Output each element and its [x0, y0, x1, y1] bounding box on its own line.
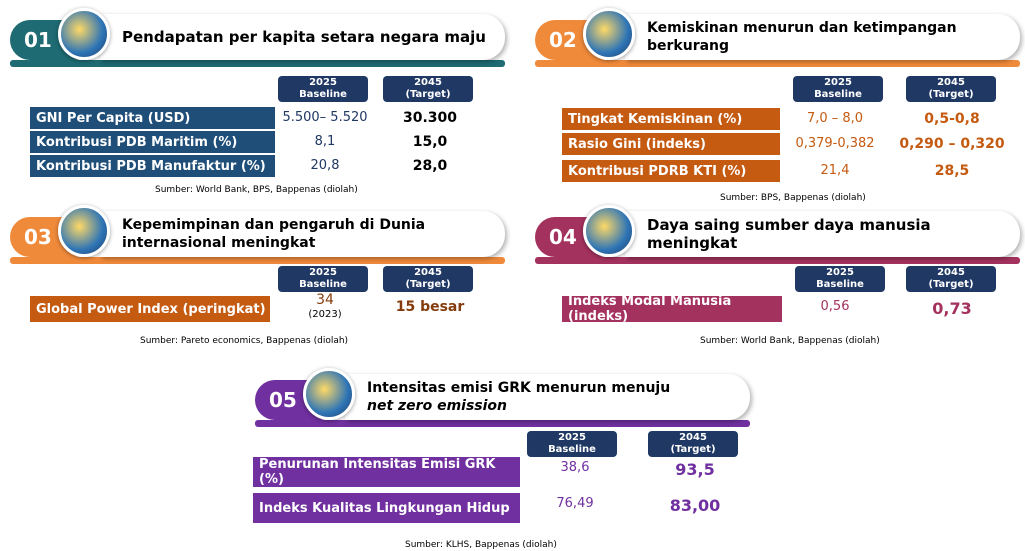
title-stripe	[10, 257, 505, 264]
source-note: Sumber: KLHS, Bappenas (diolah)	[405, 540, 557, 550]
panel-title: Intensitas emisi GRK menurun menuju net z…	[345, 374, 750, 420]
header-year: 2045	[937, 77, 965, 88]
baseline-value: 21,4	[820, 163, 850, 178]
row-label: Rasio Gini (indeks)	[562, 133, 780, 155]
row-label: Penurunan Intensitas Emisi GRK (%)	[253, 457, 520, 487]
title-line: Intensitas emisi GRK menurun menuju	[367, 380, 671, 396]
row-label: Indeks Modal Manusia (indeks)	[562, 294, 782, 324]
header-year: 2025	[558, 432, 586, 443]
source-note: Sumber: World Bank, BPS, Bappenas (diola…	[155, 185, 358, 195]
column-header: 2025 Baseline	[795, 266, 885, 292]
panel-title: Kepemimpinan dan pengaruh di Dunia intern…	[100, 211, 505, 257]
source-note: Sumber: World Bank, Bappenas (diolah)	[700, 336, 880, 346]
header-sub: (Target)	[928, 89, 974, 100]
header-sub: Baseline	[299, 89, 347, 100]
title-line: Pendapatan per kapita setara negara maju	[122, 28, 486, 46]
baseline-value: 7,0 – 8,0	[806, 111, 864, 126]
target-value: 15,0	[412, 134, 448, 150]
title-stripe	[535, 60, 1020, 67]
baseline-value: 34	[316, 292, 334, 308]
column-header: 2025 Baseline	[278, 76, 368, 102]
title-line: berkurang	[647, 38, 730, 54]
column-header: 2045 (Target)	[383, 76, 473, 102]
header-year: 2045	[414, 267, 442, 278]
target-value: 30.300	[402, 110, 458, 126]
column-header: 2045 (Target)	[383, 266, 473, 292]
header-sub: Baseline	[814, 89, 862, 100]
baseline-value: 8,1	[314, 134, 336, 149]
column-header: 2045 (Target)	[648, 431, 738, 457]
baseline-value: 0,379-0,382	[795, 136, 875, 151]
header-sub: (Target)	[405, 89, 451, 100]
baseline-value: 0,56	[820, 299, 850, 314]
header-year: 2045	[679, 432, 707, 443]
baseline-value: 38,6	[560, 460, 590, 475]
column-header: 2025 Baseline	[793, 76, 883, 102]
source-note: Sumber: BPS, Bappenas (diolah)	[720, 193, 866, 203]
header-year: 2025	[309, 77, 337, 88]
target-value: 83,00	[669, 496, 721, 515]
baseline-value: 20,8	[310, 158, 340, 173]
panel-icon	[583, 205, 635, 257]
title-line: Kepemimpinan dan pengaruh di Dunia	[122, 217, 426, 233]
baseline-value: 76,49	[556, 496, 594, 511]
panel-title: Daya saing sumber daya manusia meningkat	[625, 211, 1020, 257]
row-label: Kontribusi PDB Maritim (%)	[30, 131, 275, 153]
header-year: 2025	[824, 77, 852, 88]
target-value: 0,5-0,8	[924, 111, 980, 127]
title-line: Kemiskinan menurun dan ketimpangan	[647, 20, 957, 36]
row-label: Global Power Index (peringkat)	[30, 296, 270, 322]
header-year: 2045	[414, 77, 442, 88]
title-line: Daya saing sumber daya manusia meningkat	[647, 216, 931, 252]
row-label: GNI Per Capita (USD)	[30, 107, 275, 129]
header-sub: Baseline	[299, 279, 347, 290]
panel-icon	[58, 205, 110, 257]
panel-icon	[583, 8, 635, 60]
baseline-value: 5.500– 5.520	[282, 110, 368, 125]
header-year: 2025	[826, 267, 854, 278]
panel-title: Pendapatan per kapita setara negara maju	[100, 14, 505, 60]
title-stripe	[255, 420, 750, 427]
column-header: 2045 (Target)	[906, 76, 996, 102]
target-value: 0,73	[932, 299, 972, 318]
header-sub: (Target)	[928, 279, 974, 290]
title-line: internasional meningkat	[122, 235, 316, 251]
target-value: 28,0	[412, 158, 448, 174]
baseline-note: (2023)	[308, 309, 342, 320]
column-header: 2025 Baseline	[278, 266, 368, 292]
panel-title: Kemiskinan menurun dan ketimpangan berkur…	[625, 14, 1020, 60]
row-label: Kontribusi PDRB KTI (%)	[562, 160, 780, 182]
panel-icon	[58, 8, 110, 60]
row-label: Tingkat Kemiskinan (%)	[562, 108, 780, 130]
target-value: 28,5	[934, 163, 970, 179]
source-note: Sumber: Pareto economics, Bappenas (diol…	[140, 336, 349, 346]
header-year: 2045	[937, 267, 965, 278]
target-value: 15 besar	[395, 299, 465, 315]
row-label: Indeks Kualitas Lingkungan Hidup	[253, 493, 520, 523]
target-value: 0,290 – 0,320	[899, 136, 1005, 152]
column-header: 2025 Baseline	[527, 431, 617, 457]
title-stripe	[10, 60, 505, 67]
header-sub: (Target)	[670, 444, 716, 455]
title-line: net zero emission	[367, 398, 507, 414]
column-header: 2045 (Target)	[906, 266, 996, 292]
row-label: Kontribusi PDB Manufaktur (%)	[30, 155, 275, 177]
title-stripe	[535, 257, 1020, 264]
header-sub: Baseline	[548, 444, 596, 455]
target-value: 93,5	[675, 460, 715, 479]
header-year: 2025	[309, 267, 337, 278]
header-sub: Baseline	[816, 279, 864, 290]
header-sub: (Target)	[405, 279, 451, 290]
panel-icon	[303, 368, 355, 420]
